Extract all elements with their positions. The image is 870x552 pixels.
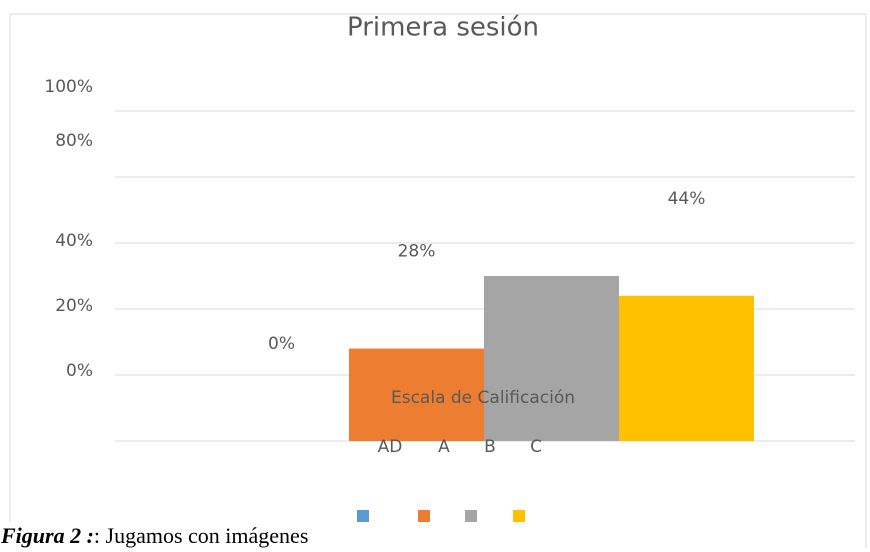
data-label: 0%: [268, 334, 295, 354]
data-label: 44%: [668, 189, 706, 209]
legend-swatch: [357, 510, 369, 522]
y-tick-label: 80%: [55, 131, 93, 151]
svg-text:Figura 2 :: Jugamos con imágen: Figura 2 :: Jugamos con imágenes: [0, 523, 308, 548]
bar: [349, 348, 484, 441]
x-tick-label: AD: [378, 437, 403, 457]
caption-bg: [0, 522, 520, 548]
chart-frame: [9, 13, 867, 552]
bar: [619, 295, 754, 441]
chart-title: Primera sesión: [347, 13, 539, 43]
y-tick-label: 20%: [55, 296, 93, 316]
caption-text: : Jugamos con imágenes: [94, 523, 308, 548]
legend-swatch: [418, 510, 430, 522]
y-tick-label: 100%: [44, 77, 93, 97]
legend-swatch: [465, 510, 477, 522]
y-tick-label: 0%: [66, 361, 93, 381]
bar: [484, 276, 619, 441]
y-tick-label: 40%: [55, 231, 93, 251]
x-axis-title: Escala de Calificación: [391, 388, 575, 408]
x-tick-label: A: [438, 437, 450, 457]
caption-label: Figura 2 :: [0, 523, 94, 548]
legend-swatch: [513, 510, 525, 522]
x-tick-label: B: [484, 437, 496, 457]
data-label: 28%: [398, 242, 436, 262]
x-tick-label: C: [530, 437, 542, 457]
